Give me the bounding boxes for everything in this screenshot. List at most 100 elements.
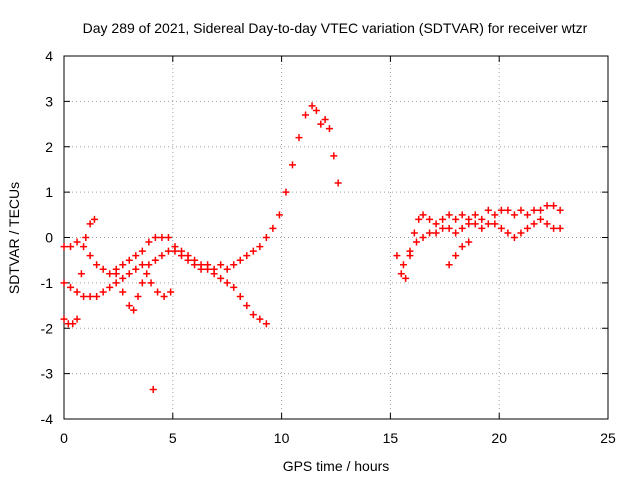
- data-point: [415, 215, 423, 223]
- data-point: [497, 206, 505, 214]
- data-point: [445, 261, 453, 269]
- data-point: [132, 252, 140, 260]
- data-point: [145, 261, 153, 269]
- data-point: [106, 283, 114, 291]
- series-H: [445, 238, 473, 269]
- data-point: [445, 211, 453, 219]
- data-point: [275, 211, 283, 219]
- data-point: [550, 202, 558, 210]
- data-point: [426, 229, 434, 237]
- data-point: [60, 315, 68, 323]
- data-point: [397, 270, 405, 278]
- y-tick-label: 1: [45, 184, 53, 200]
- data-point: [410, 229, 418, 237]
- data-point: [80, 292, 88, 300]
- data-point: [86, 292, 94, 300]
- x-tick-label: 0: [60, 430, 68, 446]
- y-tick-label: -2: [41, 320, 54, 336]
- x-tick-label: 15: [383, 430, 399, 446]
- data-point: [125, 270, 133, 278]
- data-point: [138, 247, 146, 255]
- data-point: [164, 234, 172, 241]
- data-point: [262, 234, 270, 241]
- data-point: [143, 270, 151, 278]
- y-tick-label: 0: [45, 230, 53, 246]
- data-point: [230, 261, 238, 269]
- data-point: [471, 211, 479, 219]
- data-point: [484, 220, 492, 228]
- data-point: [530, 220, 538, 228]
- data-point: [60, 279, 68, 287]
- x-axis-label: GPS time / hours: [283, 458, 390, 474]
- y-axis-label: SDTVAR / TECUs: [6, 182, 22, 294]
- data-point: [93, 292, 101, 300]
- data-point: [197, 265, 205, 273]
- data-point: [458, 224, 466, 232]
- data-point: [112, 270, 120, 278]
- data-point: [458, 243, 466, 251]
- series-G: [399, 215, 564, 269]
- grid-layer: [64, 56, 608, 419]
- data-point: [523, 224, 531, 232]
- y-tick-label: -1: [41, 275, 54, 291]
- data-point: [69, 320, 77, 328]
- data-point: [497, 224, 505, 232]
- data-point: [452, 229, 460, 237]
- data-point: [138, 279, 146, 287]
- data-point: [262, 320, 270, 328]
- data-point: [269, 224, 277, 232]
- data-layer: [60, 102, 564, 394]
- data-point: [158, 252, 166, 260]
- data-point: [537, 206, 545, 214]
- data-point: [154, 288, 162, 296]
- data-point: [295, 134, 303, 142]
- data-point: [106, 270, 114, 278]
- data-point: [167, 288, 175, 296]
- data-point: [90, 215, 98, 223]
- data-point: [432, 220, 440, 228]
- data-point: [510, 211, 518, 219]
- data-point: [256, 315, 264, 323]
- data-point: [130, 306, 138, 314]
- data-point: [465, 238, 473, 246]
- data-point: [317, 120, 325, 128]
- data-point: [413, 238, 421, 246]
- series-C: [60, 215, 98, 328]
- data-point: [178, 252, 186, 260]
- data-point: [223, 265, 231, 273]
- data-point: [125, 302, 133, 310]
- data-point: [134, 292, 142, 300]
- data-point: [147, 279, 155, 287]
- series-F: [393, 202, 564, 282]
- data-point: [119, 288, 127, 296]
- data-point: [164, 247, 172, 255]
- data-point: [236, 292, 244, 300]
- x-tick-label: 20: [491, 430, 507, 446]
- data-point: [132, 265, 140, 273]
- data-point: [86, 252, 94, 260]
- series-E: [149, 386, 157, 394]
- series-A: [60, 102, 342, 278]
- data-point: [452, 215, 460, 223]
- data-point: [308, 102, 316, 110]
- data-point: [145, 238, 153, 246]
- data-point: [223, 279, 231, 287]
- data-point: [550, 224, 558, 232]
- data-point: [171, 247, 179, 255]
- data-point: [204, 265, 212, 273]
- data-point: [312, 106, 320, 114]
- y-tick-label: 2: [45, 139, 53, 155]
- x-tick-label: 25: [600, 430, 616, 446]
- data-point: [556, 224, 564, 232]
- data-point: [491, 211, 499, 219]
- data-point: [73, 238, 81, 246]
- data-point: [99, 265, 107, 273]
- data-point: [149, 386, 157, 394]
- data-point: [119, 261, 127, 269]
- x-tick-label: 10: [274, 430, 290, 446]
- data-point: [119, 274, 127, 282]
- data-point: [60, 243, 68, 251]
- data-point: [302, 111, 310, 119]
- data-point: [504, 206, 512, 214]
